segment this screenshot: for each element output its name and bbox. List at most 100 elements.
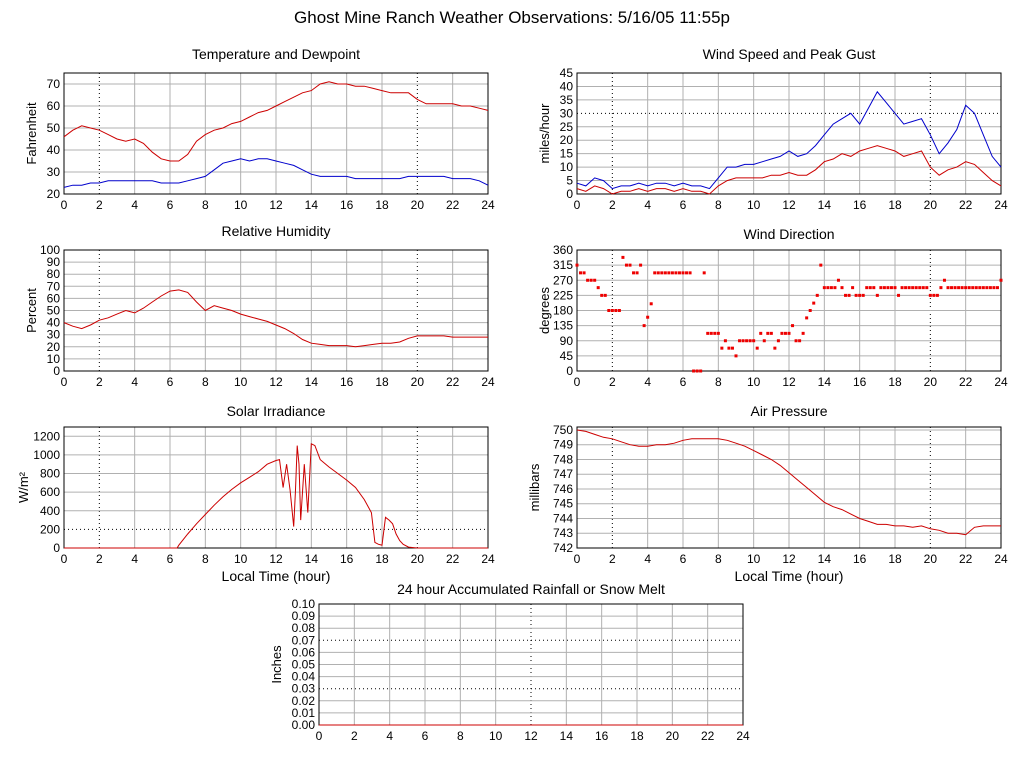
wdir-xtick-label: 6 [680, 375, 687, 389]
rain-xtick-label: 14 [560, 729, 574, 743]
solar-xtick-label: 20 [411, 552, 425, 566]
rh-xtick-label: 12 [269, 375, 283, 389]
wind-ytick-label: 35 [560, 93, 574, 107]
wdir-point [812, 301, 816, 305]
wdir-point [713, 331, 717, 335]
wdir-point [833, 286, 837, 290]
pres-xtick-label: 6 [680, 552, 687, 566]
wind-xtick-label: 12 [782, 198, 796, 212]
rain-xtick-label: 24 [736, 729, 750, 743]
wdir-point [907, 286, 911, 290]
wdir-point [801, 331, 805, 335]
rain-ytick-label: 0.08 [292, 621, 316, 635]
wdir-point [819, 263, 823, 267]
wind-xtick-label: 0 [574, 198, 581, 212]
wdir-point [635, 271, 639, 275]
rain-ytick-label: 0.06 [292, 645, 316, 659]
temp-title: Temperature and Dewpoint [192, 46, 360, 62]
rain-ytick-label: 0.05 [292, 658, 316, 672]
wdir-point [766, 331, 770, 335]
wind-ytick-label: 20 [560, 133, 574, 147]
wdir-point [603, 293, 607, 297]
temp-xtick-label: 8 [202, 198, 209, 212]
wdir-ytick-label: 0 [566, 364, 573, 378]
temp-grid [63, 73, 489, 195]
wdir-point [783, 331, 787, 335]
solar-xtick-label: 22 [446, 552, 460, 566]
wdir-point [628, 263, 632, 267]
wdir-point [822, 286, 826, 290]
wdir-point [586, 278, 590, 282]
rh-ytick-label: 60 [47, 291, 61, 305]
wind-xtick-label: 10 [747, 198, 761, 212]
wdir-point [911, 286, 915, 290]
wdir-point [660, 271, 664, 275]
wdir-xtick-label: 2 [609, 375, 616, 389]
wdir-xtick-label: 12 [782, 375, 796, 389]
wdir-point [741, 339, 745, 343]
wind-ytick-label: 0 [566, 187, 573, 201]
pres-ytick-label: 742 [553, 541, 573, 555]
temp-ytick-label: 40 [47, 143, 61, 157]
solar-xtick-label: 4 [131, 552, 138, 566]
solar-grid [63, 427, 489, 549]
wdir-point [607, 309, 611, 312]
temp-xtick-label: 22 [446, 198, 460, 212]
wdir-point [582, 271, 586, 275]
rh-xtick-label: 6 [167, 375, 174, 389]
rh-ytick-label: 80 [47, 267, 61, 281]
wdir-point [670, 271, 674, 275]
rain-ytick-label: 0.09 [292, 609, 316, 623]
pres-ytick-label: 748 [553, 452, 573, 466]
wdir-point [593, 278, 597, 282]
solar-frame [63, 426, 489, 549]
wind-ytick-label: 10 [560, 160, 574, 174]
wind-ytick-label: 30 [560, 106, 574, 120]
rain-grid [318, 603, 744, 726]
wdir-point [950, 286, 954, 290]
solar-ytick-label: 400 [40, 504, 60, 518]
wdir-point [798, 339, 802, 343]
wdir-point [621, 255, 625, 259]
wdir-xtick-label: 4 [644, 375, 651, 389]
wdir-point [642, 324, 646, 328]
wdir-point [596, 286, 600, 290]
wdir-point [653, 271, 657, 275]
wdir-point [663, 271, 667, 275]
rh-ytick-label: 40 [47, 316, 61, 330]
wind-xtick-label: 18 [888, 198, 902, 212]
wdir-point [889, 286, 893, 290]
pres-xtick-label: 0 [574, 552, 581, 566]
temp-xtick-label: 14 [305, 198, 319, 212]
rh-ylabel: Percent [24, 288, 39, 333]
wdir-point [720, 346, 724, 350]
wdir-point [727, 346, 731, 350]
solar-xtick-label: 12 [269, 552, 283, 566]
wdir-point [709, 331, 713, 335]
temp-frame [63, 72, 489, 195]
rh-xtick-label: 0 [61, 375, 68, 389]
rain-xtick-label: 4 [386, 729, 393, 743]
rain-xtick-label: 8 [457, 729, 464, 743]
wdir-point [656, 271, 660, 275]
solar-xtick-label: 8 [202, 552, 209, 566]
wind-xtick-label: 22 [959, 198, 973, 212]
wind-xtick-label: 8 [715, 198, 722, 212]
wdir-point [702, 271, 706, 275]
wdir-point [639, 263, 643, 267]
wdir-ytick-label: 45 [560, 349, 574, 363]
pres-ytick-label: 746 [553, 482, 573, 496]
rain-xtick-label: 20 [666, 729, 680, 743]
wdir-point [589, 278, 593, 282]
solar-xtick-label: 14 [305, 552, 319, 566]
solar-ytick-label: 1000 [33, 448, 60, 462]
wdir-point [921, 286, 925, 290]
wdir-point [829, 286, 833, 290]
wdir-point [851, 286, 855, 290]
wdir-ylabel: degrees [537, 287, 552, 334]
wind-frame [576, 72, 1002, 195]
wdir-point [624, 263, 628, 267]
pres-xtick-label: 14 [818, 552, 832, 566]
